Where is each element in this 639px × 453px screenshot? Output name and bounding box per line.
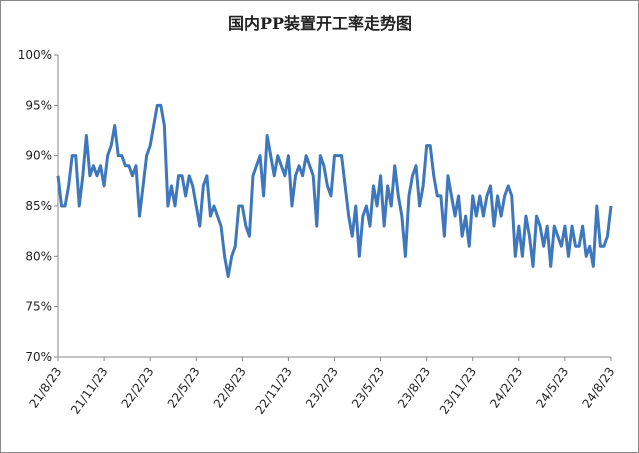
- y-tick-label: 90%: [25, 149, 52, 163]
- y-tick-label: 95%: [25, 98, 52, 112]
- chart-title: 国内PP装置开工率走势图: [228, 14, 412, 33]
- y-tick-label: 100%: [18, 48, 52, 62]
- y-tick-label: 75%: [25, 300, 52, 314]
- line-series: [56, 103, 613, 278]
- y-tick-label: 80%: [25, 249, 52, 263]
- y-tick-label: 85%: [25, 199, 52, 213]
- y-tick-label: 70%: [25, 350, 52, 364]
